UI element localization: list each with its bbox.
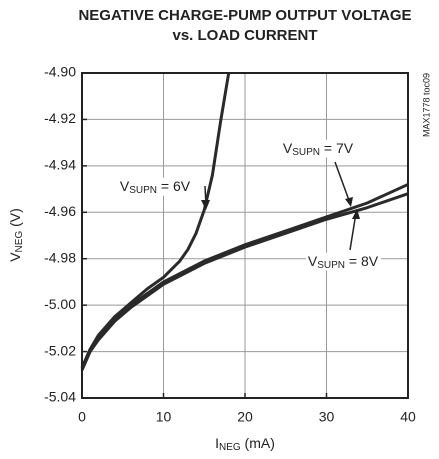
label-rest: = 8V [345,253,379,269]
plot-frame [81,72,409,399]
label-sub: SUPN [292,147,320,158]
arrowhead [201,200,210,210]
label-bg [280,139,356,158]
label-main: V [308,253,318,269]
y-tick-label: -5.04 [44,389,76,405]
side-note: MAX1778 toc09 [421,73,431,137]
label-main: V [120,178,130,194]
label-bg [117,177,193,196]
x-tick-label: 30 [319,409,335,425]
label-rest: = 7V [320,140,354,156]
arrowhead [352,209,360,219]
series-line [80,192,409,371]
y-label-main: V [7,252,23,262]
label-rest: = 6V [157,178,191,194]
arrow [334,161,351,204]
chart-title: vs. LOAD CURRENT [172,27,317,44]
label-sub: SUPN [317,260,345,271]
label-bg [305,252,381,271]
y-tick-label: -4.98 [44,249,76,265]
chart-title: NEGATIVE CHARGE-PUMP OUTPUT VOLTAGE [78,7,411,24]
y-label-unit: (V) [7,208,23,231]
annotation: VSUPN = 7V [283,140,354,158]
x-label-main: I [215,435,219,451]
annotation: VSUPN = 8V [308,253,379,271]
x-label-unit: (mA) [241,435,275,451]
y-tick-label: -5.00 [44,296,76,312]
y-tick-label: -4.94 [44,157,76,173]
y-tick-label: -5.02 [44,342,76,358]
x-tick-label: 20 [237,409,253,425]
plot-area [80,72,409,399]
x-label-sub: NEG [219,442,241,453]
y-axis-label: VNEG (V) [7,208,25,262]
label-main: V [283,140,293,156]
y-tick-label: -4.92 [44,110,76,126]
series-line [80,72,231,369]
x-tick-label: 10 [156,409,172,425]
arrow [349,212,357,251]
x-tick-label: 0 [78,409,86,425]
y-tick-label: -4.96 [44,203,76,219]
label-sub: SUPN [129,185,157,196]
arrowhead [345,197,353,207]
y-label-sub: NEG [14,231,25,253]
y-tick-label: -4.90 [44,64,76,80]
series-line [80,183,409,369]
x-tick-label: 40 [400,409,416,425]
x-axis-label: INEG (mA) [215,435,275,453]
annotation: VSUPN = 6V [120,178,191,196]
